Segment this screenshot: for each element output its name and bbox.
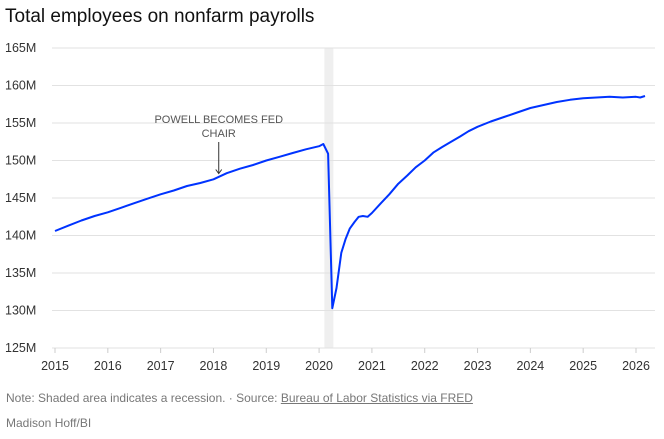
y-tick-label: 140M (5, 229, 36, 243)
x-tick-label: 2017 (147, 359, 175, 373)
y-tick-label: 160M (5, 79, 36, 93)
y-tick-label: 135M (5, 266, 36, 280)
source-link[interactable]: Bureau of Labor Statistics via FRED (280, 391, 473, 405)
y-tick-label: 150M (5, 154, 36, 168)
annotation-label: POWELL BECOMES FED (154, 114, 283, 126)
payrolls-line (54, 95, 646, 310)
x-tick-label: 2022 (411, 359, 439, 373)
x-tick-label: 2015 (41, 359, 69, 373)
y-tick-label: 165M (5, 41, 36, 55)
x-tick-label: 2016 (94, 359, 122, 373)
x-tick-label: 2021 (358, 359, 386, 373)
y-tick-label: 155M (5, 116, 36, 130)
y-tick-label: 125M (5, 341, 36, 355)
x-tick-label: 2024 (516, 359, 544, 373)
x-tick-label: 2020 (305, 359, 333, 373)
x-tick-label: 2018 (200, 359, 228, 373)
y-tick-label: 145M (5, 191, 36, 205)
x-tick-label: 2019 (252, 359, 280, 373)
chart-note: Note: Shaded area indicates a recession.… (6, 391, 473, 405)
annotation-label: CHAIR (202, 128, 236, 140)
y-tick-label: 130M (5, 304, 36, 318)
annotation-arrowhead (215, 169, 223, 175)
x-tick-label: 2025 (569, 359, 597, 373)
x-tick-label: 2026 (622, 359, 650, 373)
x-tick-label: 2023 (464, 359, 492, 373)
chart-title: Total employees on nonfarm payrolls (5, 6, 315, 27)
note-text: Note: Shaded area indicates a recession.… (6, 391, 281, 405)
chart-credit: Madison Hoff/BI (6, 416, 92, 430)
